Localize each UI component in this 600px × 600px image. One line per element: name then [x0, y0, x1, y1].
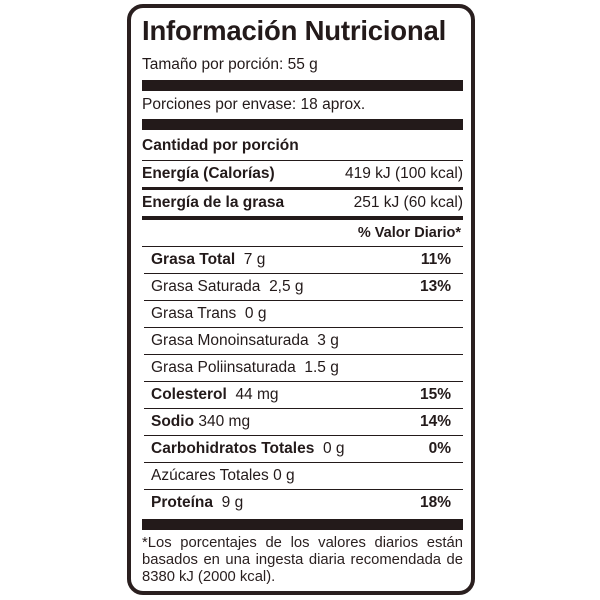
nutrient-label: Colesterol [151, 386, 227, 403]
daily-value-percent: 13% [419, 278, 451, 295]
nutrient-name: Grasa Poliinsaturada 1.5 g [151, 359, 339, 377]
thick-divider [142, 519, 463, 530]
label-title: Información Nutricional [142, 15, 447, 46]
nutrient-amount: 44 mg [235, 386, 279, 403]
nutrient-row: Grasa Saturada 2,5 g 13% [144, 274, 463, 301]
nutrient-row: Azúcares Totales 0 g [144, 463, 463, 490]
energy-fat-value: 251 kJ (60 kcal) [353, 194, 463, 211]
thick-divider [142, 119, 463, 130]
energy-value: 419 kJ (100 kcal) [344, 165, 463, 182]
serving-size: Tamaño por porción: 55 g [142, 56, 318, 73]
nutrient-label: Grasa Saturada [151, 278, 261, 295]
nutrient-label: Sodio [151, 413, 195, 430]
nutrient-name: Proteína 9 g [151, 494, 243, 512]
amount-per-serving: Cantidad por porción [142, 130, 463, 161]
nutrient-label: Azúcares Totales [151, 467, 269, 484]
nutrient-row: Grasa Total 7 g 11% [144, 247, 463, 274]
nutrient-label: Carbohidratos Totales [151, 440, 315, 457]
nutrient-row: Carbohidratos Totales 0 g 0% [144, 436, 463, 463]
nutrient-table: Grasa Total 7 g 11% Grasa Saturada 2,5 g 13… [144, 247, 463, 516]
nutrient-name: Grasa Total 7 g [151, 251, 265, 269]
nutrient-amount: 0 g [273, 467, 295, 484]
nutrient-amount: 2,5 g [269, 278, 304, 295]
daily-value-percent: 11% [420, 251, 451, 268]
nutrient-row: Colesterol 44 mg 15% [144, 382, 463, 409]
nutrient-name: Grasa Monoinsaturada 3 g [151, 332, 339, 350]
energy-row: Energía (Calorías) 419 kJ (100 kcal) [142, 161, 463, 190]
daily-value-percent: 15% [419, 386, 451, 403]
nutrient-row: Sodio 340 mg 14% [144, 409, 463, 436]
nutrient-amount: 1.5 g [304, 359, 339, 376]
nutrient-label: Grasa Trans [151, 305, 237, 322]
nutrition-label: Información Nutricional Tamaño por porci… [127, 4, 475, 595]
daily-value-percent: 14% [419, 413, 451, 430]
nutrient-amount: 7 g [243, 251, 266, 268]
nutrient-amount: 0 g [244, 305, 267, 322]
nutrient-name: Grasa Saturada 2,5 g [151, 278, 304, 296]
nutrient-amount: 340 mg [198, 413, 251, 430]
servings-per-container: Porciones por envase: 18 aprox. [142, 96, 366, 113]
nutrient-name: Azúcares Totales 0 g [151, 467, 295, 485]
energy-fat-row: Energía de la grasa 251 kJ (60 kcal) [142, 190, 463, 220]
nutrient-label: Proteína [151, 494, 214, 511]
nutrient-name: Grasa Trans 0 g [151, 305, 266, 323]
nutrient-row: Proteína 9 g 18% [144, 490, 463, 516]
nutrient-label: Grasa Poliinsaturada [151, 359, 296, 376]
nutrient-amount: 9 g [221, 494, 244, 511]
nutrient-amount: 3 g [317, 332, 339, 349]
daily-value-percent: 18% [419, 494, 451, 511]
nutrient-row: Grasa Trans 0 g [144, 301, 463, 328]
nutrient-name: Colesterol 44 mg [151, 386, 279, 404]
nutrient-row: Grasa Poliinsaturada 1.5 g [144, 355, 463, 382]
nutrient-label: Grasa Total [151, 251, 236, 268]
nutrient-label: Grasa Monoinsaturada [151, 332, 309, 349]
footnote: *Los porcentajes de los valores diarios … [142, 535, 463, 585]
energy-fat-label: Energía de la grasa [142, 194, 285, 211]
nutrient-row: Grasa Monoinsaturada 3 g [144, 328, 463, 355]
energy-label: Energía (Calorías) [142, 165, 275, 182]
daily-value-header: % Valor Diario* [142, 220, 463, 247]
daily-value-percent: 0% [428, 440, 451, 457]
nutrient-name: Carbohidratos Totales 0 g [151, 440, 345, 458]
thick-divider [142, 80, 463, 91]
nutrient-amount: 0 g [322, 440, 345, 457]
nutrient-name: Sodio 340 mg [151, 413, 250, 431]
